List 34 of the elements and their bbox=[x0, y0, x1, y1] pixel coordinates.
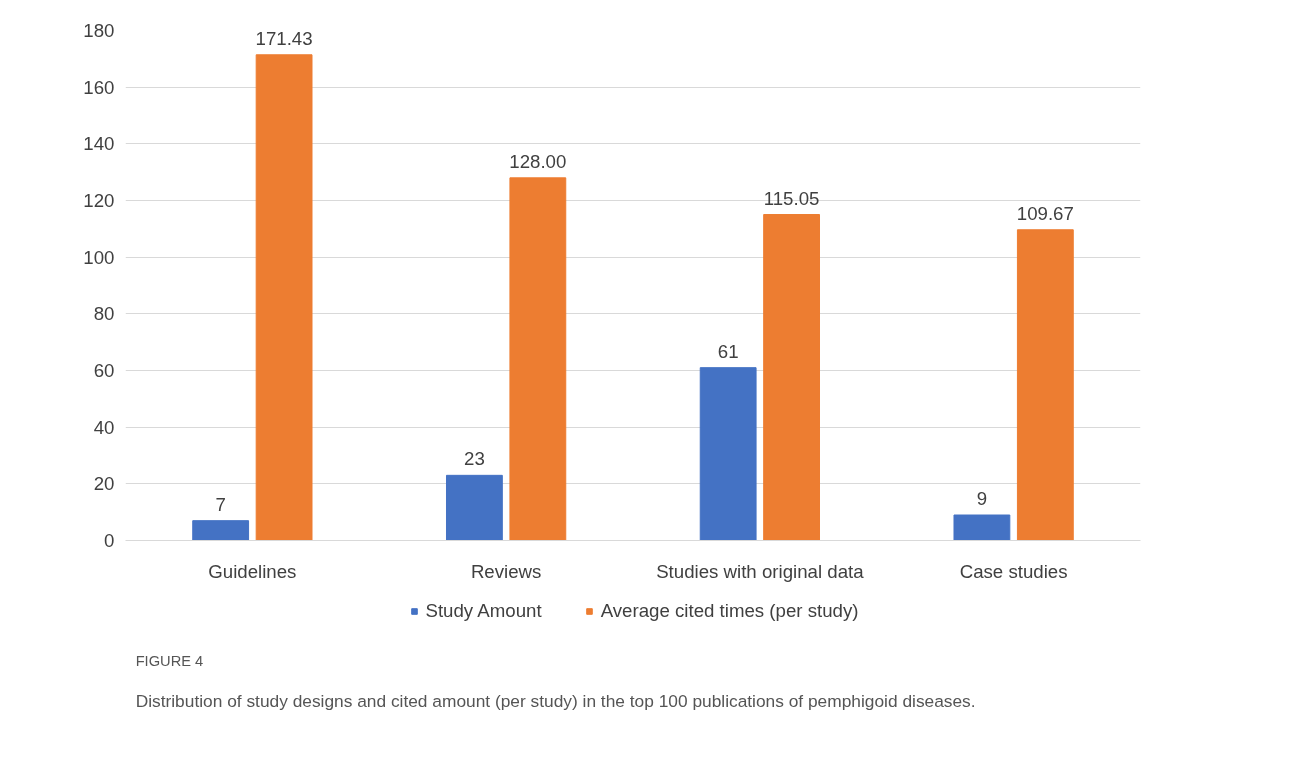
data-label: 9 bbox=[976, 488, 988, 509]
y-tick-label: 120 bbox=[83, 190, 115, 211]
data-label: 61 bbox=[717, 340, 739, 362]
y-tick-label: 60 bbox=[93, 360, 115, 381]
data-label: 7 bbox=[215, 493, 226, 515]
x-tick-label: Studies with original data bbox=[656, 560, 865, 582]
x-tick-label: Case studies bbox=[959, 560, 1068, 582]
data-label: 23 bbox=[464, 448, 485, 470]
x-tick-label: Guidelines bbox=[208, 560, 297, 582]
bar bbox=[699, 367, 757, 541]
bar bbox=[1016, 229, 1074, 541]
data-label: 171.43 bbox=[255, 27, 313, 49]
bar bbox=[763, 214, 821, 541]
y-tick-label: 40 bbox=[93, 416, 115, 438]
y-tick-label: 180 bbox=[83, 20, 115, 41]
bar bbox=[445, 474, 503, 541]
legend-label: Study Amount bbox=[425, 600, 542, 622]
y-tick-label: 80 bbox=[93, 303, 115, 325]
data-label: 109.67 bbox=[1016, 202, 1074, 224]
text: Distribution of study designs and cited amount (per study) in the top 100 publications of pemphigoid diseases. bbox=[135, 690, 976, 711]
data-label: 128.00 bbox=[509, 150, 567, 172]
y-tick-label: 160 bbox=[83, 76, 115, 98]
data-label: 115.05 bbox=[763, 187, 820, 209]
y-tick-label: 0 bbox=[104, 530, 115, 551]
bar bbox=[192, 520, 250, 541]
y-tick-label: 20 bbox=[93, 473, 115, 495]
x-tick-label: Reviews bbox=[470, 560, 542, 582]
bar bbox=[255, 54, 313, 541]
caption: FIGURE 4 bbox=[135, 653, 204, 669]
legend-label: Average cited times (per study) bbox=[600, 600, 859, 622]
bar bbox=[509, 177, 567, 541]
y-tick-label: 140 bbox=[83, 133, 115, 155]
y-tick-label: 100 bbox=[83, 246, 115, 268]
bar bbox=[953, 514, 1011, 541]
